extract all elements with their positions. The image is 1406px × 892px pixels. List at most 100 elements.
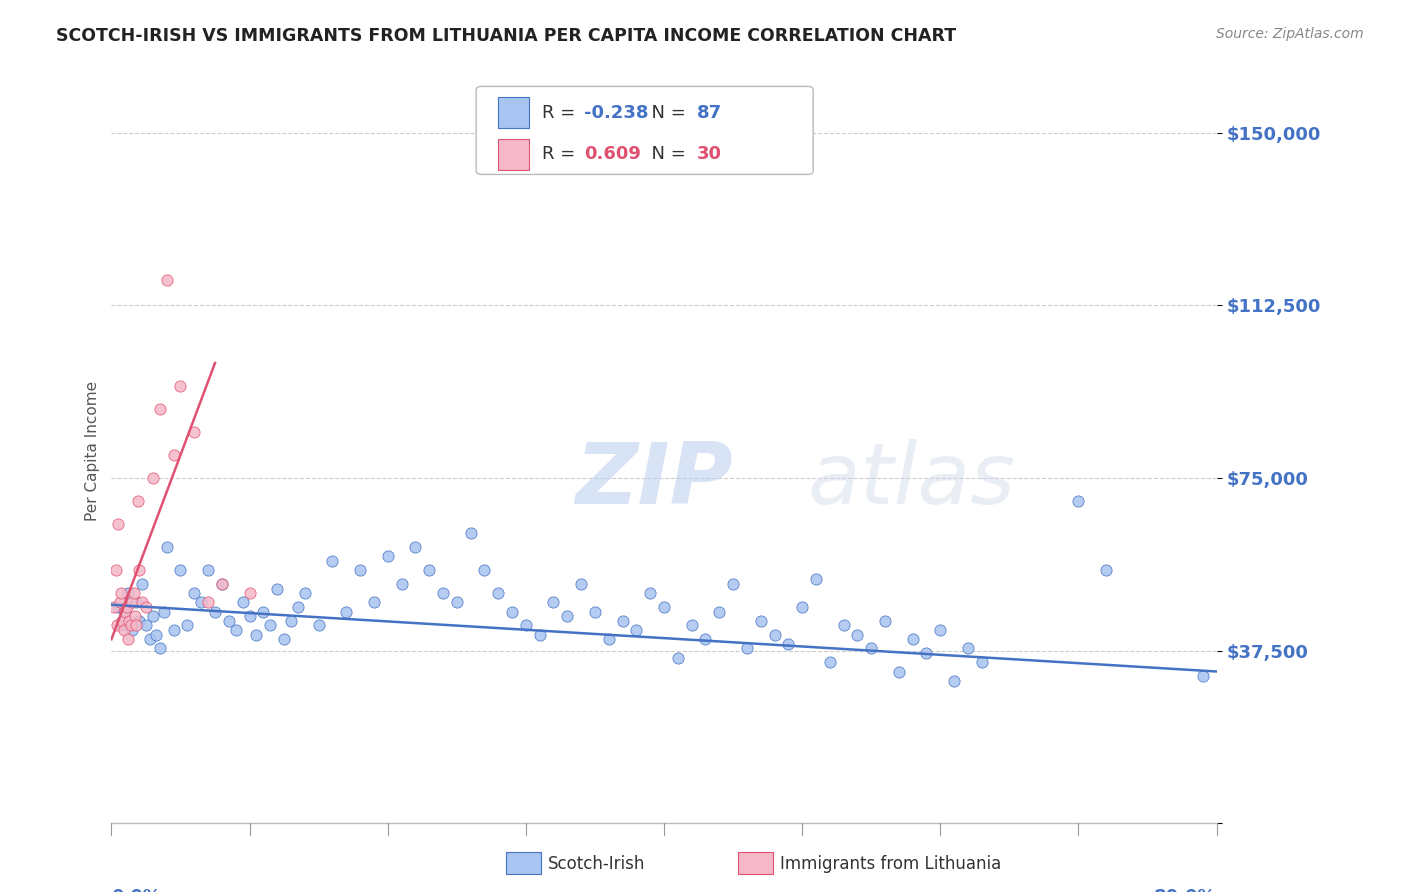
Point xyxy=(569,577,592,591)
Point xyxy=(887,665,910,679)
Point xyxy=(377,549,399,564)
Point xyxy=(335,605,357,619)
Point xyxy=(280,614,302,628)
Point xyxy=(915,646,938,660)
Point xyxy=(460,526,482,541)
Point xyxy=(190,595,212,609)
Text: Scotch-Irish: Scotch-Irish xyxy=(548,855,645,872)
Point xyxy=(287,600,309,615)
Point xyxy=(211,577,233,591)
Point xyxy=(103,600,125,615)
Point xyxy=(108,595,131,609)
Point xyxy=(294,586,316,600)
Point xyxy=(612,614,634,628)
Text: Source: ZipAtlas.com: Source: ZipAtlas.com xyxy=(1216,27,1364,41)
Point xyxy=(110,586,132,600)
Point xyxy=(652,600,675,615)
Point xyxy=(321,554,343,568)
Point xyxy=(832,618,855,632)
Point xyxy=(114,605,136,619)
Point xyxy=(149,641,172,656)
Point xyxy=(486,586,509,600)
Point xyxy=(111,614,134,628)
Point xyxy=(598,632,620,647)
Point xyxy=(169,563,191,577)
Text: 87: 87 xyxy=(697,103,723,121)
Point xyxy=(183,425,205,439)
Point xyxy=(391,577,413,591)
Point xyxy=(128,563,150,577)
Point xyxy=(638,586,661,600)
Point xyxy=(115,600,138,615)
Point xyxy=(238,609,260,624)
Point xyxy=(238,586,260,600)
Point xyxy=(1191,669,1213,683)
Point xyxy=(111,618,134,632)
Text: 80.0%: 80.0% xyxy=(1154,888,1216,892)
Point xyxy=(626,623,648,637)
Point xyxy=(749,614,772,628)
Point xyxy=(225,623,247,637)
Point xyxy=(929,623,952,637)
Point xyxy=(529,628,551,642)
Point xyxy=(218,614,240,628)
Point xyxy=(245,628,267,642)
Point xyxy=(153,605,176,619)
Point xyxy=(846,628,869,642)
Point xyxy=(183,586,205,600)
Point xyxy=(666,650,689,665)
Point xyxy=(121,623,143,637)
Point xyxy=(105,618,128,632)
Point xyxy=(792,600,814,615)
Text: R =: R = xyxy=(543,103,582,121)
Point xyxy=(515,618,537,632)
Point xyxy=(156,273,179,287)
Point xyxy=(176,618,198,632)
Point xyxy=(117,586,139,600)
Point xyxy=(145,628,167,642)
Point xyxy=(404,540,426,554)
Point xyxy=(121,595,143,609)
Point xyxy=(169,379,191,393)
Point xyxy=(804,573,827,587)
Point xyxy=(125,595,148,609)
Point xyxy=(259,618,281,632)
Point xyxy=(873,614,896,628)
Point xyxy=(142,609,165,624)
Point xyxy=(162,448,184,462)
Point xyxy=(860,641,883,656)
Point xyxy=(709,605,731,619)
Text: 30: 30 xyxy=(697,145,723,163)
Point xyxy=(232,595,254,609)
Point xyxy=(349,563,371,577)
Point xyxy=(583,605,606,619)
Point xyxy=(681,618,703,632)
Point xyxy=(142,471,165,485)
Point xyxy=(1067,494,1090,508)
Point xyxy=(162,623,184,637)
Point xyxy=(901,632,924,647)
Point xyxy=(120,618,142,632)
Point xyxy=(135,618,157,632)
Point xyxy=(943,673,966,688)
Point xyxy=(555,609,578,624)
Y-axis label: Per Capita Income: Per Capita Income xyxy=(86,380,100,521)
Point xyxy=(118,614,141,628)
Text: N =: N = xyxy=(640,103,692,121)
Text: R =: R = xyxy=(543,145,582,163)
Point xyxy=(107,600,129,615)
Point xyxy=(211,577,233,591)
Point xyxy=(543,595,565,609)
Bar xyxy=(498,97,529,128)
Point xyxy=(363,595,385,609)
Point xyxy=(266,582,288,596)
Point xyxy=(418,563,440,577)
Point xyxy=(125,618,148,632)
Point xyxy=(127,494,149,508)
Point xyxy=(474,563,496,577)
Point xyxy=(273,632,295,647)
Point xyxy=(956,641,979,656)
Text: -0.238: -0.238 xyxy=(585,103,650,121)
Point xyxy=(156,540,179,554)
Point xyxy=(501,605,523,619)
